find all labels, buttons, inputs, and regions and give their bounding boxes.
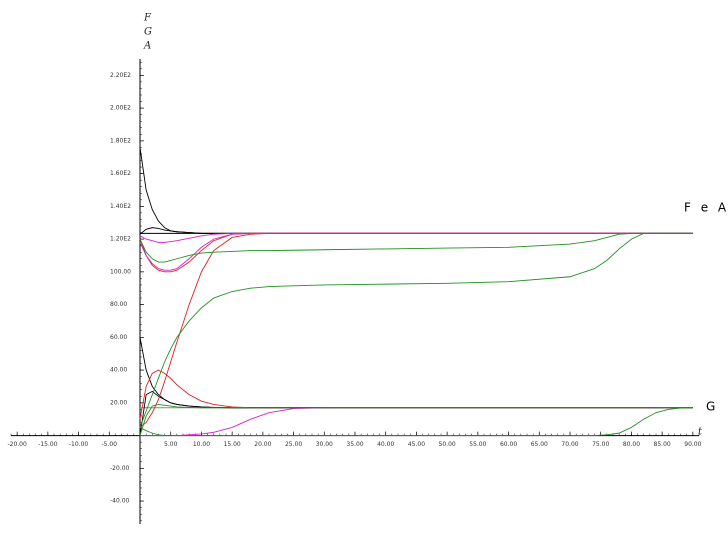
y-tick-label: 1.40E2 — [110, 203, 131, 210]
y-tick-label: 100.00 — [110, 268, 131, 275]
y-tick-label: -40.00 — [110, 498, 130, 505]
series-line — [139, 232, 693, 263]
x-tick-label: 55.00 — [469, 441, 486, 448]
series-line — [139, 407, 693, 437]
x-tick-label: 85.00 — [654, 441, 671, 448]
x-tick-label: 5.00 — [164, 441, 178, 448]
y-tick-label: 1.20E2 — [110, 236, 131, 243]
x-tick-label: 35.00 — [346, 441, 363, 448]
x-tick-label: -20.00 — [7, 441, 27, 448]
x-tick-label: 50.00 — [439, 441, 456, 448]
series-line — [139, 337, 693, 409]
x-tick-label: 25.00 — [285, 441, 302, 448]
series-line — [139, 232, 693, 428]
annotation: F e A — [684, 201, 728, 215]
x-tick-label: 40.00 — [377, 441, 394, 448]
series-line — [139, 390, 693, 436]
x-tick-label: 20.00 — [254, 441, 271, 448]
x-tick-label: 30.00 — [316, 441, 333, 448]
x-tick-label: 80.00 — [623, 441, 640, 448]
x-tick-label: 15.00 — [224, 441, 241, 448]
series-line — [139, 404, 693, 436]
y-tick-label: 2.20E2 — [110, 72, 131, 79]
annotation: G — [706, 400, 718, 414]
y-label: A — [143, 41, 151, 52]
x-tick-label: 65.00 — [531, 441, 548, 448]
x-tick-label: -5.00 — [102, 441, 118, 448]
y-label: F — [143, 13, 152, 24]
series-line — [140, 407, 693, 437]
y-tick-label: 40.00 — [110, 367, 127, 374]
y-label: G — [144, 27, 152, 38]
y-tick-label: 1.60E2 — [110, 170, 131, 177]
y-tick-label: -20.00 — [110, 465, 130, 472]
x-tick-label: -10.00 — [69, 441, 89, 448]
x-tick-label: -15.00 — [38, 441, 58, 448]
x-tick-label: 90.00 — [684, 441, 701, 448]
series-line — [139, 232, 693, 428]
y-tick-label: 60.00 — [110, 334, 127, 341]
x-tick-label: 75.00 — [592, 441, 609, 448]
x-tick-label: 60.00 — [500, 441, 517, 448]
series-line — [139, 147, 693, 234]
x-tick-label: 70.00 — [561, 441, 578, 448]
x-tick-label: 45.00 — [408, 441, 425, 448]
y-tick-label: 20.00 — [110, 399, 127, 406]
y-tick-label: 2.00E2 — [110, 105, 131, 112]
x-tick-label: 10.00 — [193, 441, 210, 448]
x-label: t — [698, 427, 703, 438]
series-line — [139, 369, 693, 420]
y-tick-label: 1.80E2 — [110, 137, 131, 144]
y-tick-label: 80.00 — [110, 301, 127, 308]
series-line — [139, 232, 693, 273]
